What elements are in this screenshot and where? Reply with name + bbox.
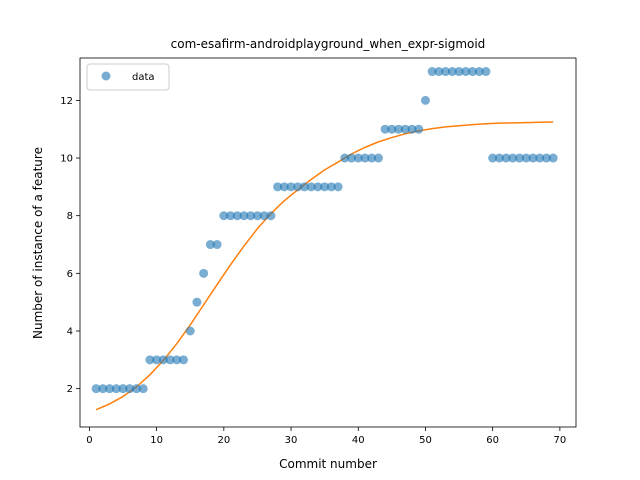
- y-tick-label: 2: [67, 384, 73, 395]
- data-point: [232, 211, 242, 221]
- x-tick-label: 10: [150, 435, 163, 446]
- data-point: [273, 182, 283, 192]
- y-tick-label: 4: [67, 327, 73, 338]
- data-point: [138, 384, 148, 394]
- data-point: [347, 153, 357, 163]
- data-point: [501, 153, 511, 163]
- legend-marker: [101, 71, 111, 81]
- data-point: [461, 67, 471, 77]
- data-point: [299, 182, 309, 192]
- data-point: [326, 182, 336, 192]
- data-point: [414, 124, 424, 134]
- data-point: [434, 67, 444, 77]
- x-axis-label: Commit number: [279, 457, 377, 471]
- fit-line-layer: [95, 121, 554, 411]
- data-point: [266, 211, 276, 221]
- data-point: [454, 67, 464, 77]
- y-axis-ticks: 2 4 6 8 10 12: [60, 96, 80, 395]
- plot-area: [80, 58, 576, 427]
- data-point: [333, 182, 343, 192]
- data-point: [131, 384, 141, 394]
- data-point: [192, 297, 202, 307]
- data-point: [400, 124, 410, 134]
- data-point: [360, 153, 370, 163]
- data-point: [286, 182, 296, 192]
- x-tick-label: 60: [486, 435, 499, 446]
- data-point: [239, 211, 249, 221]
- chart-title: com-esafirm-androidplayground_when_expr-…: [171, 37, 486, 51]
- data-point: [508, 153, 518, 163]
- data-point: [145, 355, 155, 365]
- data-point: [306, 182, 316, 192]
- data-point: [313, 182, 323, 192]
- data-point: [447, 67, 457, 77]
- y-axis-label: Number of instance of a feature: [31, 147, 45, 339]
- y-tick-label: 10: [60, 154, 73, 165]
- data-point: [125, 384, 135, 394]
- y-tick-label: 6: [67, 269, 73, 280]
- legend-box: [86, 63, 170, 91]
- plot-frame: [79, 57, 577, 428]
- data-point: [158, 355, 168, 365]
- data-point: [98, 384, 108, 394]
- y-tick-label: 12: [60, 96, 73, 107]
- data-point: [394, 124, 404, 134]
- data-point: [494, 153, 504, 163]
- data-point: [226, 211, 236, 221]
- data-point: [172, 355, 182, 365]
- data-point: [521, 153, 531, 163]
- data-point: [373, 153, 383, 163]
- x-tick-label: 20: [217, 435, 230, 446]
- data-point: [199, 268, 209, 278]
- data-point: [91, 384, 101, 394]
- data-point: [387, 124, 397, 134]
- x-tick-label: 0: [86, 435, 92, 446]
- y-tick-label: 8: [67, 211, 73, 222]
- data-point: [118, 384, 128, 394]
- data-point: [179, 355, 188, 365]
- data-point: [105, 384, 115, 394]
- data-point: [488, 153, 498, 163]
- data-point: [340, 153, 350, 163]
- x-tick-label: 70: [554, 435, 567, 446]
- data-point: [205, 240, 215, 250]
- data-point: [259, 211, 269, 221]
- data-point: [246, 211, 256, 221]
- data-point: [165, 355, 175, 365]
- data-point: [367, 153, 377, 163]
- data-point: [474, 67, 484, 77]
- data-point: [279, 182, 289, 192]
- legend-label: data: [132, 72, 155, 83]
- data-point: [353, 153, 363, 163]
- data-point: [212, 240, 222, 250]
- data-point: [380, 124, 390, 134]
- data-point: [548, 153, 558, 163]
- data-point: [111, 384, 121, 394]
- data-point: [541, 153, 551, 163]
- data-point: [407, 124, 417, 134]
- data-point: [535, 153, 545, 163]
- data-point: [219, 211, 229, 221]
- data-point: [320, 182, 330, 192]
- x-tick-label: 50: [419, 435, 432, 446]
- data-point: [528, 153, 538, 163]
- data-point: [427, 67, 437, 77]
- data-point: [252, 211, 262, 221]
- data-point: [152, 355, 162, 365]
- fit-line: [95, 121, 554, 411]
- legend: data: [86, 63, 170, 91]
- data-point: [481, 67, 491, 77]
- x-tick-label: 30: [285, 435, 298, 446]
- data-point: [515, 153, 525, 163]
- x-axis-ticks: 0 10 20 30 40 50 60 70: [86, 427, 566, 446]
- data-points-layer: [91, 67, 558, 394]
- data-point: [441, 67, 451, 77]
- x-tick-label: 40: [352, 435, 365, 446]
- data-point: [468, 67, 477, 77]
- data-point: [185, 326, 195, 336]
- data-point: [293, 182, 303, 192]
- data-point: [420, 95, 430, 105]
